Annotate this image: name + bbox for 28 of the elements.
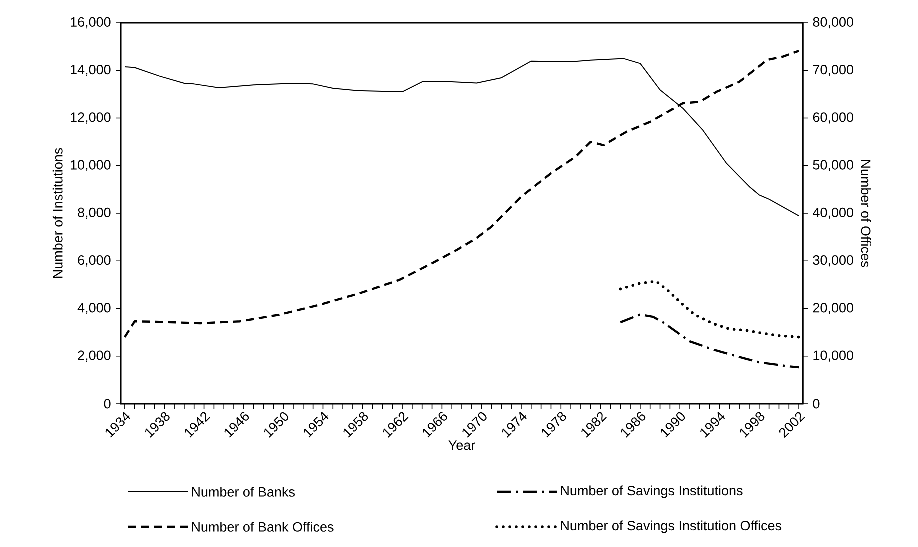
legend-label: Number of Banks bbox=[192, 487, 295, 497]
x-axis-title: Year bbox=[448, 440, 476, 450]
y2-tick-label: 50,000 bbox=[813, 160, 854, 172]
y2-tick-label: 10,000 bbox=[814, 350, 854, 362]
legend-label: Number of Savings Institutions bbox=[561, 486, 743, 498]
legend-label: Number of Savings Institution Offices bbox=[561, 520, 782, 534]
y-axis-title: Number of Institutions bbox=[52, 148, 63, 278]
line-series bbox=[619, 280, 800, 339]
y2-tick-label: 60,000 bbox=[813, 112, 854, 124]
y2-tick-label: 0 bbox=[813, 399, 820, 409]
y-tick-label: 10,000 bbox=[71, 160, 111, 172]
y2-tick-label: 70,000 bbox=[813, 65, 854, 76]
y-tick-label: 6,000 bbox=[78, 256, 111, 267]
y-tick-label: 0 bbox=[104, 399, 111, 409]
y-tick-label: 14,000 bbox=[71, 65, 111, 76]
legend-label: Number of Bank Offices bbox=[192, 522, 334, 532]
y-tick-label: 4,000 bbox=[78, 303, 111, 314]
y2-tick-label: 80,000 bbox=[813, 17, 854, 29]
line-series bbox=[620, 314, 800, 369]
y2-tick-label: 40,000 bbox=[813, 208, 854, 220]
y-tick-label: 2,000 bbox=[78, 350, 111, 362]
line-series bbox=[124, 50, 800, 338]
y-tick-label: 8,000 bbox=[78, 208, 111, 220]
y2-tick-label: 30,000 bbox=[813, 256, 854, 267]
y-tick-label: 12,000 bbox=[71, 112, 111, 124]
y2-axis-title: Number of Offices bbox=[861, 160, 872, 268]
y-tick-label: 16,000 bbox=[71, 17, 111, 29]
y2-tick-label: 20,000 bbox=[813, 303, 854, 314]
